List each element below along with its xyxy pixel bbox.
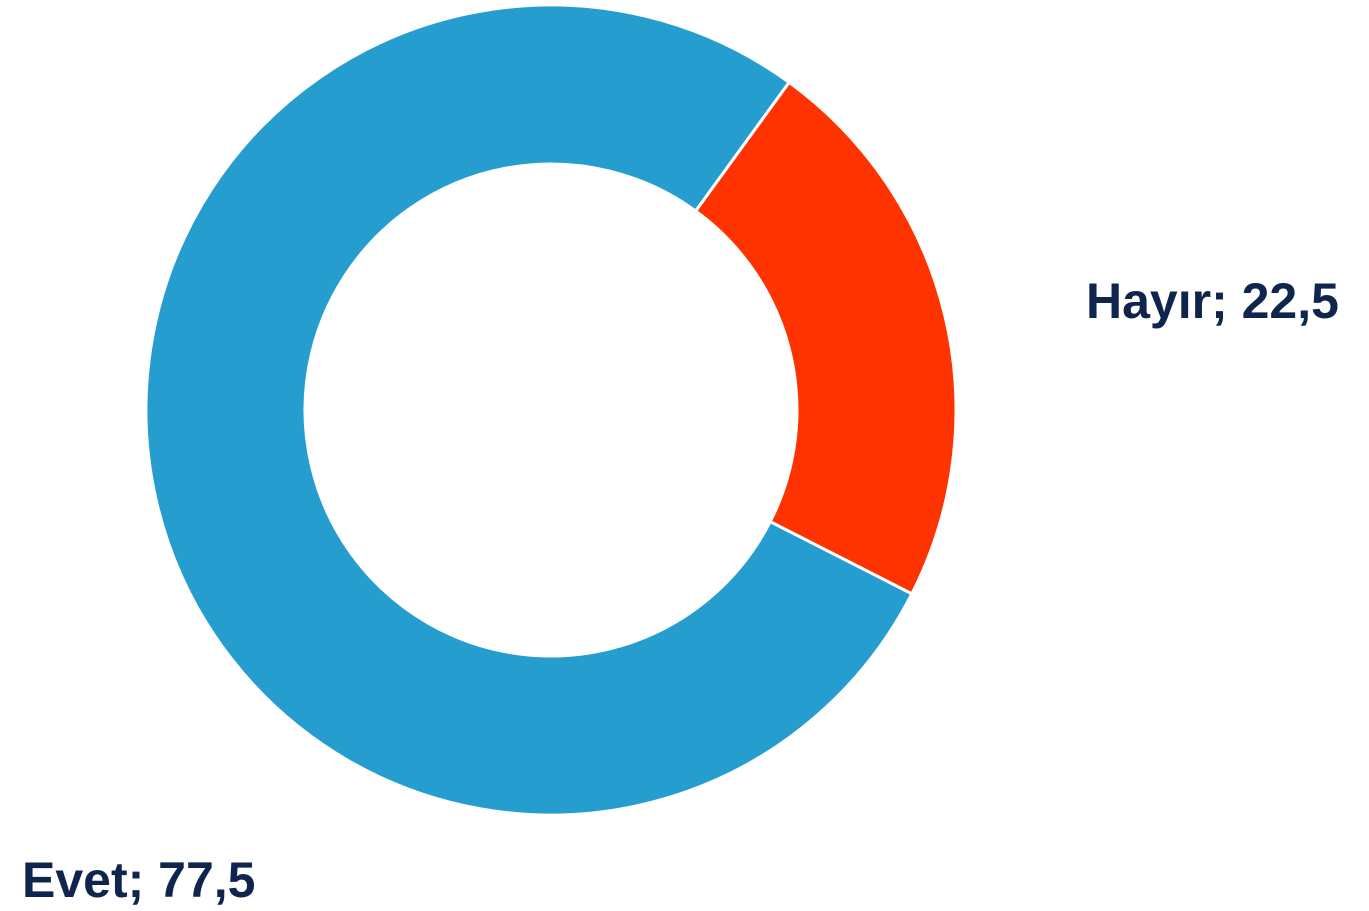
slice-evet [144, 3, 914, 817]
data-label-hayir: Hayır; 22,5 [1086, 273, 1339, 329]
data-labels: Evet; 77,5 Hayır; 22,5 [22, 273, 1339, 908]
slice-hayir [693, 80, 958, 596]
data-label-evet: Evet; 77,5 [22, 852, 255, 908]
donut-slices [144, 3, 958, 817]
